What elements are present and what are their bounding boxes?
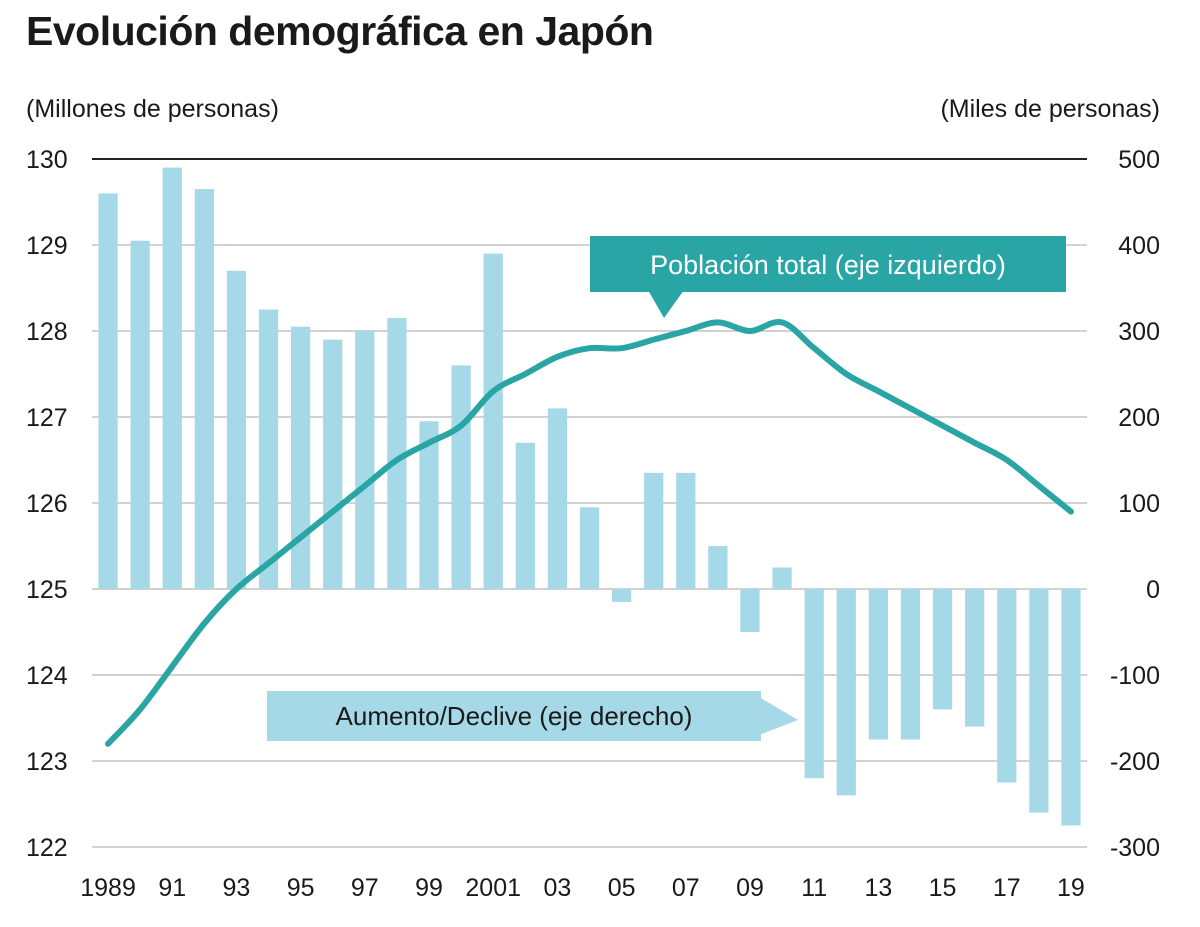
left-tick-label: 123: [26, 748, 68, 776]
bar: [740, 589, 760, 632]
x-tick-label: 11: [801, 874, 827, 902]
bar: [1029, 589, 1049, 813]
bar: [804, 589, 824, 779]
x-tick-label: 05: [608, 874, 636, 902]
x-tick-label: 97: [351, 874, 379, 902]
bar-label-pointer: [759, 697, 798, 735]
right-tick-label: -200: [1110, 748, 1160, 776]
bar-label-box: [267, 691, 761, 741]
x-tick-label: 93: [223, 874, 251, 902]
left-axis-unit: (Millones de personas): [26, 95, 279, 123]
x-tick-label: 03: [543, 874, 571, 902]
bar: [355, 331, 375, 589]
bar: [387, 318, 407, 589]
bar: [323, 339, 343, 589]
bar: [868, 589, 888, 740]
bar: [483, 253, 503, 589]
left-tick-label: 126: [26, 490, 68, 518]
x-tick-label: 19: [1057, 874, 1085, 902]
chart-title: Evolución demográfica en Japón: [26, 8, 654, 54]
bar: [258, 309, 279, 589]
bar: [515, 442, 535, 589]
right-tick-label: 200: [1118, 404, 1160, 432]
left-tick-label: 124: [26, 662, 68, 690]
left-tick-label: 127: [26, 404, 68, 432]
right-axis-ticks: 500 400 300 200 100 0 -100 -200 -300: [1110, 146, 1160, 862]
bar: [965, 589, 985, 727]
right-axis-unit: (Miles de personas): [940, 95, 1160, 123]
x-tick-label: 91: [158, 874, 186, 902]
line-label-box: [590, 236, 1066, 292]
right-tick-label: 0: [1146, 576, 1160, 604]
x-tick-label: 95: [287, 874, 315, 902]
line-label-callout: Población total (eje izquierdo): [590, 236, 1066, 318]
bar: [226, 270, 247, 589]
bar: [547, 408, 568, 589]
bar: [900, 589, 921, 740]
bar: [162, 167, 182, 589]
bar: [676, 472, 696, 589]
x-tick-label: 1989: [80, 874, 136, 902]
x-tick-label: 13: [864, 874, 892, 902]
x-tick-label: 17: [993, 874, 1021, 902]
right-tick-label: 300: [1118, 318, 1160, 346]
bar: [419, 421, 439, 589]
bar: [130, 240, 150, 589]
bar: [997, 589, 1017, 783]
x-axis-ticks: 1989 91 93 95 97 99 2001 03 05 07 09 11 13 15 17 19: [80, 874, 1085, 902]
bar: [291, 326, 311, 589]
x-tick-label: 07: [672, 874, 700, 902]
left-tick-label: 125: [26, 576, 68, 604]
right-tick-label: 100: [1118, 490, 1160, 518]
bar: [836, 589, 856, 796]
left-axis-ticks: 130 129 128 127 126 125 124 123 122: [26, 146, 68, 862]
population-line: [105, 318, 1074, 747]
left-tick-label: 129: [26, 232, 68, 260]
bar: [98, 193, 118, 589]
bar: [644, 472, 664, 589]
x-tick-label: 15: [929, 874, 957, 902]
x-tick-label: 99: [415, 874, 443, 902]
bar: [579, 507, 600, 589]
right-tick-label: 500: [1118, 146, 1160, 174]
line-label-text: Población total (eje izquierdo): [650, 250, 1006, 280]
bar-label-callout: Aumento/Declive (eje derecho): [267, 691, 798, 741]
x-tick-label: 2001: [465, 874, 521, 902]
bar: [1061, 589, 1081, 826]
bar: [451, 365, 471, 589]
left-tick-label: 130: [26, 146, 68, 174]
right-tick-label: -100: [1110, 662, 1160, 690]
line-label-pointer: [648, 290, 684, 318]
x-tick-label: 09: [736, 874, 764, 902]
bar: [611, 589, 632, 602]
left-tick-label: 128: [26, 318, 68, 346]
left-tick-label: 122: [26, 834, 68, 862]
bar-label-text: Aumento/Declive (eje derecho): [336, 701, 693, 731]
bar: [932, 589, 953, 710]
right-tick-label: -300: [1110, 834, 1160, 862]
bar: [708, 546, 728, 589]
bar-series: [98, 167, 1081, 826]
bar: [194, 189, 214, 589]
right-tick-label: 400: [1118, 232, 1160, 260]
bar: [772, 567, 792, 589]
